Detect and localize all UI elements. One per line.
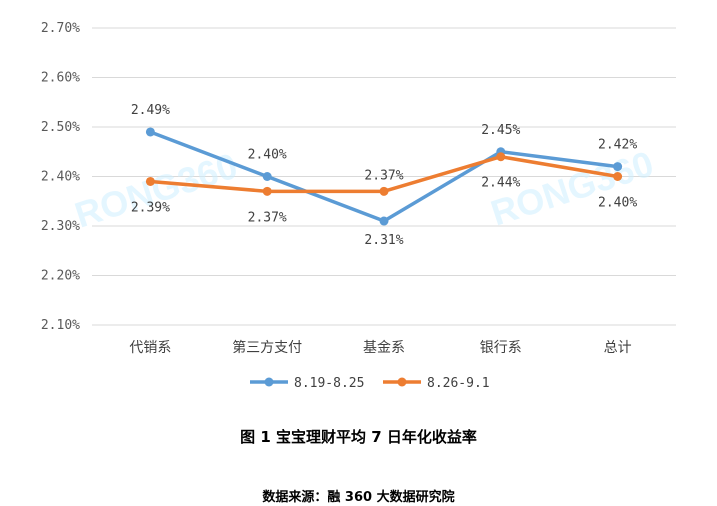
data-label: 2.40% [248,148,287,163]
y-tick-label: 2.30% [41,219,80,234]
data-point [613,162,623,172]
y-tick-label: 2.60% [41,71,80,86]
data-label: 2.49% [131,103,170,118]
data-label: 2.39% [131,200,170,215]
data-point [379,186,389,196]
data-point [145,176,155,186]
legend-item-1: 8.19-8.25 [250,376,364,391]
series-lines [145,127,623,226]
x-tick-label: 第三方支付 [232,339,302,356]
legend-label: 8.26-9.1 [427,376,490,391]
y-tick-label: 2.20% [41,269,80,284]
data-point [496,152,506,162]
data-label: 2.31% [364,233,403,248]
x-tick-label: 总计 [604,340,632,356]
x-tick-label: 基金系 [363,339,405,356]
data-label: 2.37% [248,210,287,225]
x-tick-label: 银行系 [480,340,522,356]
data-labels: 2.49% 2.40% 2.31% 2.45% 2.42% 2.39% 2.37% 2.37%… [131,103,638,248]
y-axis: 2.10% 2.20% 2.30% 2.40% 2.50% 2.60% 2.70% [41,21,80,333]
legend: 8.19-8.25 8.26-9.1 [250,376,490,391]
data-point [145,127,155,137]
y-tick-label: 2.40% [41,170,80,185]
series-2 [145,152,623,196]
data-point [262,172,272,181]
x-axis: 代销系 第三方支付 基金系 银行系 总计 [129,339,631,356]
chart-title: 图 1 宝宝理财平均 7 日年化收益率 [240,428,477,446]
watermarks: RONG360 RONG360 [70,143,659,236]
x-tick-label: 代销系 [129,340,171,356]
y-tick-label: 2.70% [41,21,80,36]
data-point [379,216,389,226]
data-label: 2.44% [481,176,520,191]
data-label: 2.37% [364,168,403,183]
data-label: 2.42% [598,138,637,153]
data-label: 2.40% [598,196,637,211]
data-point [613,172,623,181]
data-label: 2.45% [481,123,520,138]
y-tick-label: 2.50% [41,120,80,135]
legend-marker [264,377,274,387]
gridlines [92,27,676,326]
chart-source: 数据来源：融 360 大数据研究院 [262,490,455,505]
line-chart: 2.10% 2.20% 2.30% 2.40% 2.50% 2.60% 2.70% 代销系 第… [41,21,676,391]
data-point [262,186,272,196]
legend-marker [397,377,407,387]
legend-item-2: 8.26-9.1 [383,376,490,391]
legend-label: 8.19-8.25 [294,376,364,391]
y-tick-label: 2.10% [41,318,80,333]
